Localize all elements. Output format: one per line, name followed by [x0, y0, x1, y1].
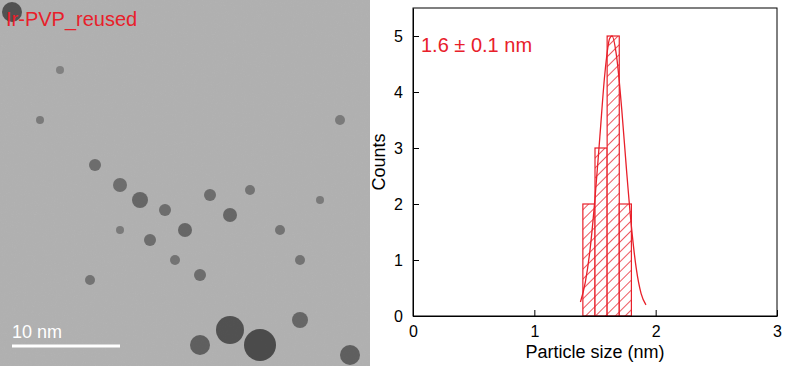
- x-axis-line: [414, 316, 778, 317]
- fit-annotation: 1.6 ± 0.1 nm: [421, 34, 532, 56]
- y-tick-label: 4: [394, 84, 403, 101]
- particle-blob: [295, 255, 305, 265]
- particle-blob: [132, 192, 148, 208]
- particle-blob: [223, 208, 237, 222]
- particle-blob: [245, 185, 255, 195]
- x-tick-label: 1: [530, 323, 539, 340]
- x-tick: 3: [773, 310, 782, 340]
- particle-blob: [204, 189, 216, 201]
- particle-blob: [116, 226, 124, 234]
- particle-blob: [159, 204, 171, 216]
- x-tick-label: 0: [409, 323, 418, 340]
- particle-blob: [190, 335, 210, 355]
- particle-blob: [89, 159, 101, 171]
- tem-image: [0, 0, 370, 366]
- y-tick: 2: [394, 196, 419, 213]
- y-axis-title: Counts: [369, 133, 389, 190]
- particle-blob: [244, 329, 276, 361]
- x-axis: 0 1 2 3: [409, 310, 782, 340]
- fit-curve: [580, 36, 646, 305]
- x-tick-mark: [777, 310, 778, 316]
- y-tick-label: 5: [394, 28, 403, 45]
- particle-blob: [275, 225, 285, 235]
- plot-frame: [413, 8, 777, 316]
- x-tick-label: 2: [652, 323, 661, 340]
- particle-blob: [194, 269, 206, 281]
- particle-blob: [56, 66, 64, 74]
- y-tick-mark: [413, 204, 419, 205]
- particle-blob: [36, 116, 44, 124]
- y-tick-label: 2: [394, 196, 403, 213]
- x-tick-mark: [656, 310, 657, 316]
- scale-bar: [12, 345, 120, 348]
- image-label: Ir-PVP_reused: [6, 8, 137, 31]
- x-tick: 1: [530, 310, 539, 340]
- histogram-bar: [619, 204, 631, 316]
- x-tick-mark: [534, 310, 535, 316]
- y-axis: 0 1 2 3 4 5: [394, 9, 419, 325]
- y-tick: 4: [394, 84, 419, 101]
- y-tick-label: 3: [394, 140, 403, 157]
- y-tick-label: 1: [394, 252, 403, 269]
- x-axis-title: Particle size (nm): [525, 342, 664, 362]
- y-tick: 5: [394, 28, 419, 45]
- y-tick: 0: [394, 308, 419, 325]
- y-tick-mark: [413, 36, 419, 37]
- y-axis-line: [413, 9, 414, 317]
- particle-blob: [170, 255, 180, 265]
- particle-blob: [113, 178, 127, 192]
- particle-blob: [340, 345, 360, 365]
- particle-blob: [144, 234, 156, 246]
- histogram-bar: [607, 36, 619, 316]
- particle-blob: [292, 312, 308, 328]
- y-tick-mark: [413, 316, 419, 317]
- scale-bar-label: 10 nm: [12, 322, 62, 342]
- x-tick: 2: [652, 310, 661, 340]
- image-grain: [0, 0, 370, 366]
- x-tick-label: 3: [773, 323, 782, 340]
- particle-blob: [316, 196, 324, 204]
- y-tick-mark: [413, 260, 419, 261]
- particle-blob: [216, 316, 244, 344]
- y-tick-label: 0: [394, 308, 403, 325]
- image-background: [0, 0, 370, 366]
- particle-blob: [85, 275, 95, 285]
- particle-blob: [335, 115, 345, 125]
- y-tick-mark: [413, 92, 419, 93]
- y-tick: 3: [394, 140, 419, 157]
- y-tick-mark: [413, 148, 419, 149]
- y-tick: 1: [394, 252, 419, 269]
- plot-marks: [580, 36, 646, 316]
- particle-blob: [178, 223, 192, 237]
